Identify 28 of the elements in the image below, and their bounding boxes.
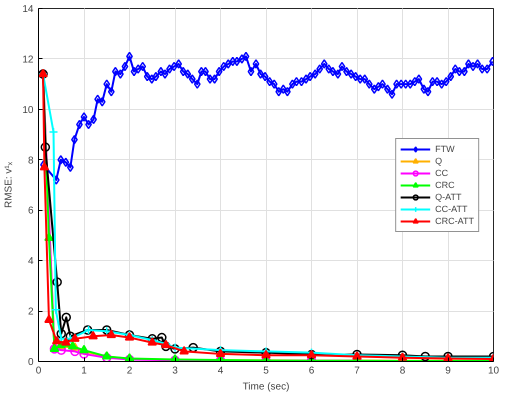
legend-label: CC — [435, 166, 450, 178]
y-tick-label: 6 — [28, 206, 34, 217]
x-tick-label: 1 — [81, 366, 88, 376]
x-tick-label: 8 — [400, 366, 406, 376]
y-tick-label: 10 — [22, 104, 34, 116]
y-tick-label: 14 — [22, 4, 34, 15]
legend-label: Q — [435, 154, 444, 166]
y-tick-label: 8 — [28, 155, 34, 166]
y-axis-title: RMSE: v¹ₓ — [3, 161, 14, 208]
x-tick-label: 10 — [488, 366, 500, 376]
y-tick-label: 0 — [28, 357, 34, 368]
legend-label: CRC — [435, 178, 456, 190]
x-tick-label: 0 — [36, 366, 42, 376]
x-tick-label: 5 — [263, 366, 270, 376]
x-tick-label: 4 — [218, 366, 224, 376]
x-tick-label: 7 — [354, 366, 360, 376]
x-tick-label: 3 — [172, 366, 178, 376]
y-tick-label: 12 — [22, 54, 34, 66]
x-tick-label: 6 — [308, 366, 315, 376]
y-tick-label: 4 — [28, 256, 34, 268]
legend-label: CRC-ATT — [435, 214, 474, 226]
x-tick-label: 2 — [126, 366, 133, 376]
legend-label: CC-ATT — [435, 202, 468, 214]
x-axis-title: Time (sec) — [242, 382, 290, 392]
legend-label: Q-ATT — [435, 190, 462, 202]
legend-label: FTW — [435, 142, 456, 154]
x-tick-label: 9 — [445, 366, 452, 376]
y-tick-label: 2 — [28, 306, 34, 318]
